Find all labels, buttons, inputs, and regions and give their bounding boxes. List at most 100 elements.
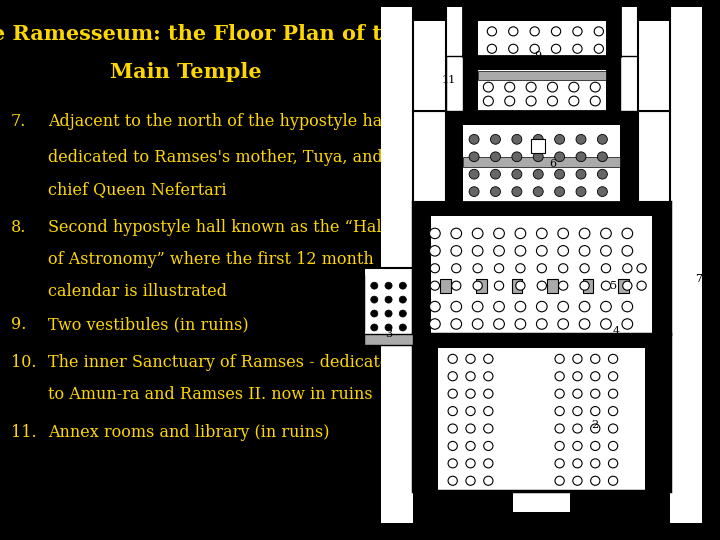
- Circle shape: [576, 170, 586, 179]
- Circle shape: [534, 152, 543, 161]
- Circle shape: [608, 459, 618, 468]
- Circle shape: [484, 372, 493, 381]
- Circle shape: [451, 319, 462, 329]
- Bar: [413, 111, 446, 202]
- Circle shape: [555, 476, 564, 485]
- Bar: [440, 279, 451, 293]
- Text: 10.: 10.: [11, 354, 37, 370]
- Bar: [413, 202, 670, 334]
- Circle shape: [558, 301, 569, 312]
- Circle shape: [490, 134, 500, 144]
- Circle shape: [515, 319, 526, 329]
- Bar: [413, 334, 670, 348]
- Circle shape: [623, 281, 632, 290]
- Text: of Astronomy” where the first 12 month: of Astronomy” where the first 12 month: [48, 251, 374, 268]
- Circle shape: [466, 424, 475, 433]
- Circle shape: [608, 372, 618, 381]
- Circle shape: [558, 228, 569, 239]
- Circle shape: [512, 134, 522, 144]
- Circle shape: [473, 264, 482, 273]
- Circle shape: [354, 321, 359, 327]
- Bar: [364, 268, 413, 345]
- Circle shape: [559, 281, 568, 290]
- Circle shape: [451, 281, 461, 290]
- Circle shape: [598, 134, 608, 144]
- Bar: [413, 512, 670, 523]
- Circle shape: [573, 372, 582, 381]
- Circle shape: [598, 187, 608, 197]
- Circle shape: [537, 264, 546, 273]
- Circle shape: [608, 441, 618, 450]
- Text: Two vestibules (in ruins): Two vestibules (in ruins): [48, 316, 249, 333]
- Bar: [413, 334, 670, 491]
- Circle shape: [469, 170, 479, 179]
- Circle shape: [576, 134, 586, 144]
- Circle shape: [579, 228, 590, 239]
- Circle shape: [490, 187, 500, 197]
- Circle shape: [472, 228, 483, 239]
- Text: Annex rooms and library (in ruins): Annex rooms and library (in ruins): [48, 424, 330, 441]
- Circle shape: [559, 264, 568, 273]
- Circle shape: [430, 301, 440, 312]
- Circle shape: [579, 301, 590, 312]
- Text: calendar is illustrated: calendar is illustrated: [48, 284, 228, 300]
- Circle shape: [594, 27, 603, 36]
- Circle shape: [608, 476, 618, 485]
- Text: 6: 6: [549, 159, 556, 168]
- Circle shape: [637, 281, 647, 290]
- Circle shape: [601, 281, 611, 290]
- Circle shape: [399, 324, 406, 331]
- Circle shape: [555, 372, 564, 381]
- Text: 1: 1: [428, 511, 435, 521]
- Circle shape: [354, 311, 359, 316]
- Bar: [638, 7, 670, 21]
- Bar: [464, 56, 620, 70]
- Circle shape: [573, 476, 582, 485]
- Text: 7: 7: [695, 274, 702, 284]
- Circle shape: [594, 44, 603, 53]
- Text: 11: 11: [442, 75, 456, 85]
- Circle shape: [451, 246, 462, 256]
- Circle shape: [399, 282, 406, 289]
- Circle shape: [601, 264, 611, 273]
- Circle shape: [484, 389, 493, 398]
- Circle shape: [555, 354, 564, 363]
- Circle shape: [573, 441, 582, 450]
- Circle shape: [494, 246, 505, 256]
- Circle shape: [430, 228, 440, 239]
- Bar: [464, 56, 477, 111]
- Bar: [413, 202, 431, 334]
- Circle shape: [508, 44, 518, 53]
- Circle shape: [608, 407, 618, 416]
- Circle shape: [530, 44, 539, 53]
- Circle shape: [399, 310, 406, 317]
- Bar: [464, 157, 620, 167]
- Text: The Ramesseum: the Floor Plan of the: The Ramesseum: the Floor Plan of the: [0, 24, 410, 44]
- Bar: [477, 71, 606, 80]
- Circle shape: [451, 228, 462, 239]
- Circle shape: [554, 187, 564, 197]
- Circle shape: [598, 152, 608, 161]
- Circle shape: [536, 228, 547, 239]
- Circle shape: [354, 280, 359, 285]
- Circle shape: [484, 407, 493, 416]
- Circle shape: [371, 282, 378, 289]
- Text: Main Temple: Main Temple: [109, 62, 261, 82]
- Circle shape: [466, 476, 475, 485]
- Circle shape: [505, 96, 515, 106]
- Circle shape: [385, 282, 392, 289]
- Text: to Amun-ra and Ramses II. now in ruins: to Amun-ra and Ramses II. now in ruins: [48, 386, 373, 403]
- Text: Adjacent to the north of the hypostyle hall: Adjacent to the north of the hypostyle h…: [48, 113, 393, 130]
- Bar: [349, 275, 364, 331]
- Bar: [582, 279, 593, 293]
- Circle shape: [484, 476, 493, 485]
- Circle shape: [536, 246, 547, 256]
- Bar: [446, 111, 638, 125]
- Circle shape: [590, 389, 600, 398]
- Circle shape: [466, 441, 475, 450]
- Bar: [413, 7, 446, 111]
- Circle shape: [385, 324, 392, 331]
- Circle shape: [579, 246, 590, 256]
- Bar: [638, 7, 670, 111]
- Circle shape: [590, 424, 600, 433]
